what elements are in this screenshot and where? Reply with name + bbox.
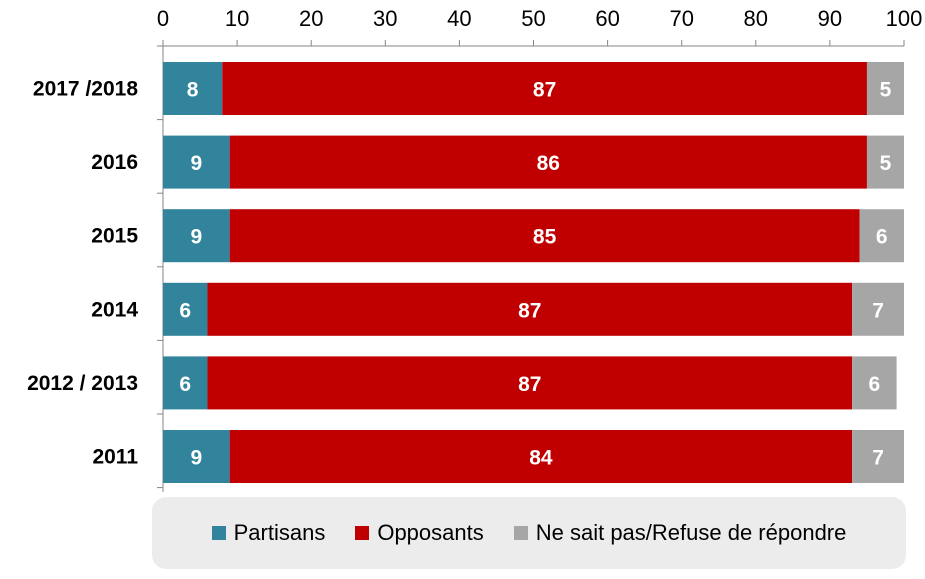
bar-segment (207, 282, 853, 336)
legend-label: Partisans (233, 520, 326, 545)
x-tick-label: 30 (373, 6, 397, 31)
x-tick-label: 60 (595, 6, 619, 31)
bar-segment (866, 62, 904, 115)
bar-segment (163, 356, 208, 410)
bar-segment (163, 209, 230, 263)
bar-segment (163, 282, 208, 336)
category-label: 2016 (91, 151, 138, 174)
data-label: 7 (872, 447, 884, 470)
data-label: 6 (179, 299, 191, 322)
data-label: 87 (533, 79, 556, 102)
x-tick-label: 80 (744, 6, 768, 31)
bar-segment (852, 356, 897, 410)
legend: Partisans Opposants Ne sait pas/Refuse de … (152, 497, 906, 569)
data-label: 5 (880, 152, 892, 175)
legend-item: Partisans (211, 520, 326, 546)
bar-segment (229, 430, 853, 483)
data-label: 85 (533, 226, 557, 249)
data-label: 9 (191, 226, 203, 249)
data-label: 6 (876, 226, 888, 249)
data-label: 8 (187, 79, 199, 102)
data-label: 6 (179, 373, 191, 396)
category-label: 2014 (91, 298, 138, 321)
bar-segment (163, 430, 230, 483)
x-tick-label: 90 (818, 6, 842, 31)
bar-segment (229, 135, 867, 189)
bar-segment (163, 62, 223, 115)
category-label: 2012 / 2013 (27, 372, 138, 395)
data-label: 7 (872, 299, 884, 322)
legend-item: Ne sait pas/Refuse de répondre (513, 520, 847, 546)
x-tick-label: 100 (886, 6, 923, 31)
data-label: 84 (529, 447, 553, 470)
bar-segment (229, 209, 860, 263)
x-tick-label: 40 (447, 6, 471, 31)
category-label: 2015 (91, 225, 138, 248)
data-label: 5 (880, 79, 892, 102)
bar-segment (859, 209, 904, 263)
x-tick-label: 10 (225, 6, 249, 31)
legend-swatch (355, 526, 370, 540)
x-tick-label: 0 (157, 6, 169, 31)
x-tick-label: 70 (669, 6, 693, 31)
data-label: 87 (518, 299, 541, 322)
data-label: 9 (191, 152, 203, 175)
data-label: 9 (191, 447, 203, 470)
bar-segment (222, 62, 867, 115)
category-label: 2011 (92, 446, 138, 469)
bar-segment (852, 430, 904, 483)
bar-segment (866, 135, 904, 189)
bar-segment (852, 282, 904, 336)
legend-label: Opposants (377, 520, 484, 545)
x-tick-label: 50 (521, 6, 545, 31)
data-label: 87 (518, 373, 541, 396)
x-tick-label: 20 (299, 6, 323, 31)
legend-swatch (513, 526, 528, 540)
legend-item: Opposants (355, 520, 484, 546)
category-label: 2017 /2018 (33, 78, 138, 101)
bar-segment (163, 135, 230, 189)
data-label: 6 (869, 373, 881, 396)
bar-segment (207, 356, 853, 410)
data-label: 86 (537, 152, 560, 175)
legend-label: Ne sait pas/Refuse de répondre (535, 520, 847, 545)
legend-swatch (211, 526, 226, 540)
